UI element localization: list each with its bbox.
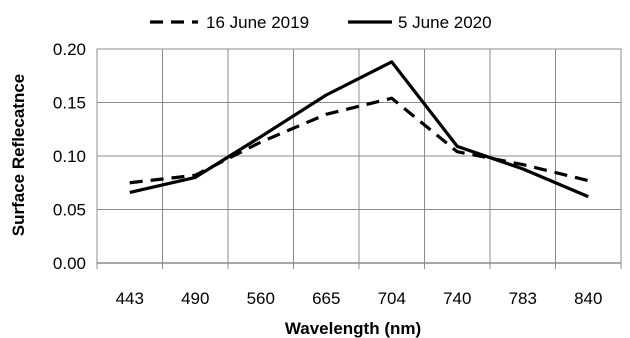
grid-lines — [97, 48, 621, 264]
y-axis-ticks: 0.00 0.05 0.10 0.15 0.20 — [53, 40, 86, 273]
y-tick-label: 0.20 — [53, 40, 86, 59]
legend-label-0: 16 June 2019 — [206, 13, 309, 32]
x-tick-label: 560 — [247, 289, 275, 308]
y-tick-label: 0.00 — [53, 254, 86, 273]
series-lines — [129, 60, 589, 199]
y-axis-title: Surface Reflecatnce — [9, 74, 28, 237]
series-line-1 — [129, 60, 589, 199]
x-axis-ticks: 443 490 560 665 704 740 783 840 — [116, 289, 603, 308]
legend: 16 June 2019 5 June 2020 — [150, 13, 492, 32]
y-tick-label: 0.10 — [53, 147, 86, 166]
x-tick-label: 783 — [509, 289, 537, 308]
x-tick-label: 490 — [181, 289, 209, 308]
y-tick-label: 0.15 — [53, 94, 86, 113]
x-tick-label: 704 — [378, 289, 406, 308]
legend-label-1: 5 June 2020 — [398, 13, 492, 32]
plot-area — [96, 48, 622, 269]
x-tick-label: 840 — [574, 289, 602, 308]
x-tick-label: 740 — [443, 289, 471, 308]
x-tick-label: 665 — [312, 289, 340, 308]
x-axis-title: Wavelength (nm) — [285, 319, 421, 338]
x-tick-label: 443 — [116, 289, 144, 308]
y-tick-label: 0.05 — [53, 201, 86, 220]
